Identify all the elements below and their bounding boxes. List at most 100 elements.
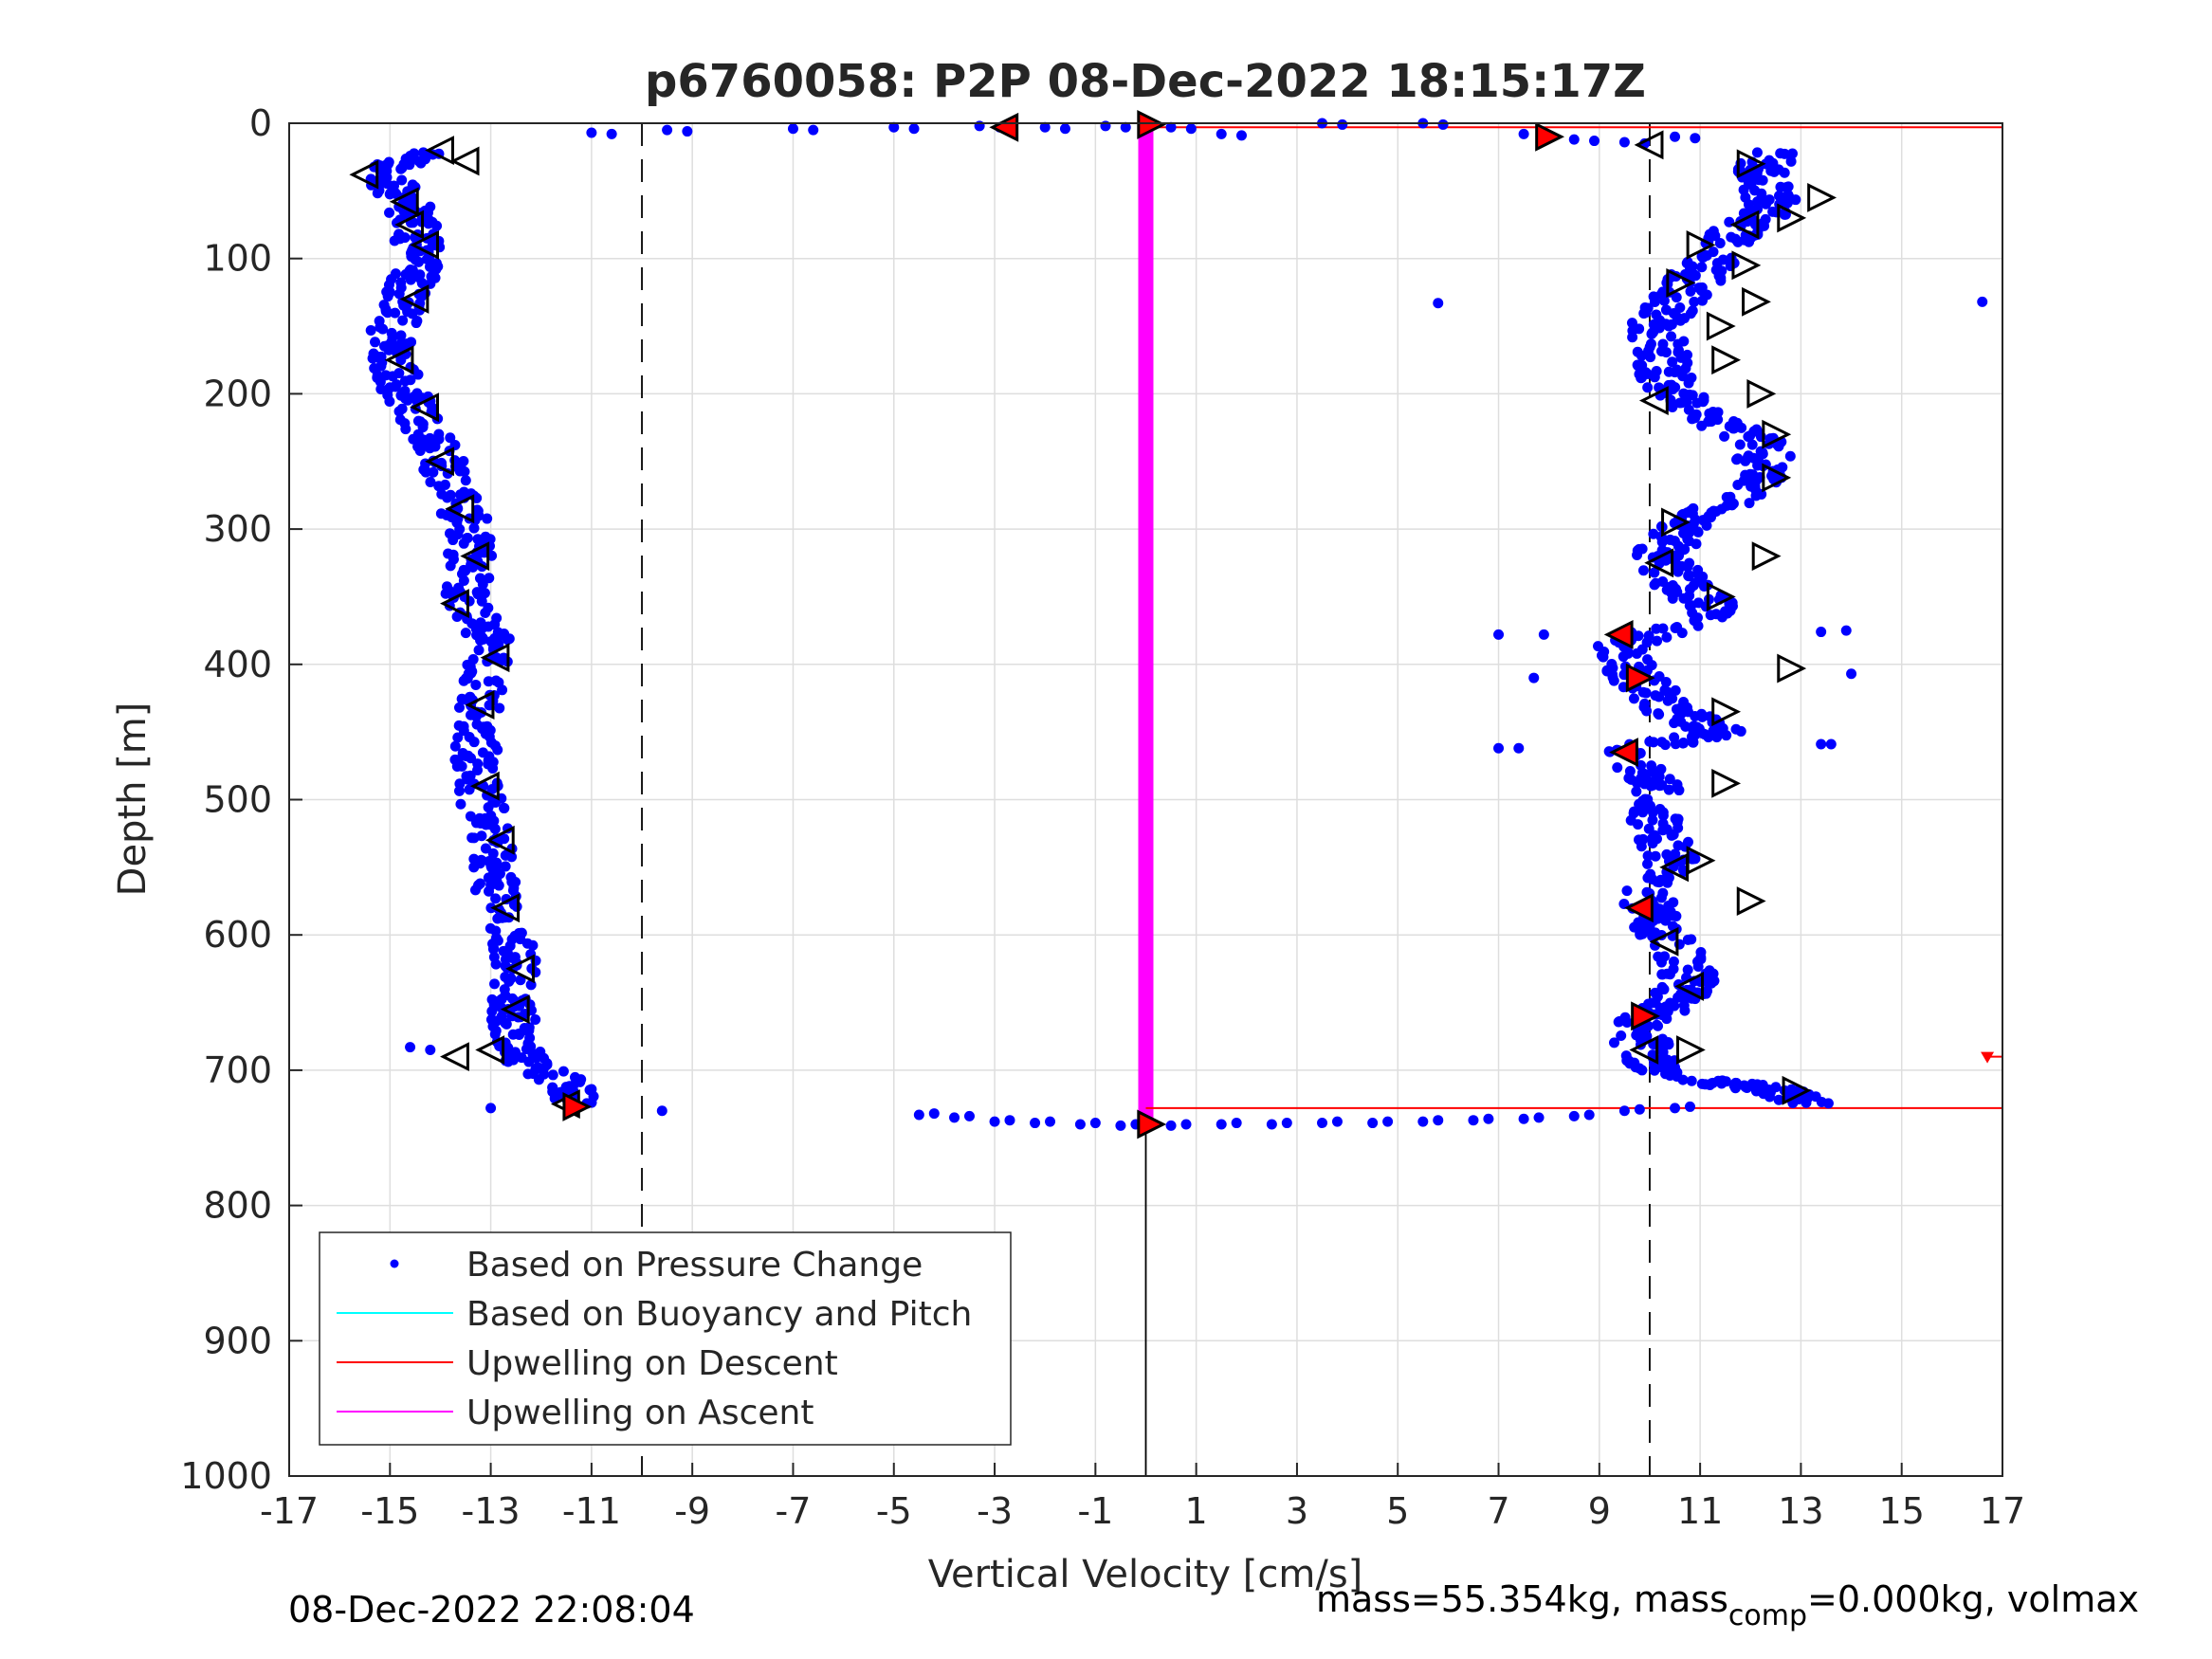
pressure-point (1687, 508, 1698, 520)
pressure-point (1682, 934, 1693, 945)
pressure-point (1816, 738, 1827, 750)
pressure-point (1672, 713, 1683, 724)
pressure-point (1664, 997, 1675, 1009)
descent-marker (1746, 378, 1777, 409)
footer-mass-info: mass=55.354kg, masscomp=0.000kg, volmax (1316, 1578, 2139, 1632)
pressure-point (1670, 623, 1681, 634)
ascent-marker (500, 994, 530, 1025)
legend-label: Upwelling on Ascent (466, 1394, 814, 1432)
x-tick-label: -9 (674, 1490, 710, 1532)
descent-marker (1706, 582, 1736, 611)
y-axis-label: Depth [m] (111, 702, 155, 897)
pressure-point (1619, 1012, 1631, 1023)
pressure-point (484, 573, 495, 584)
pressure-point (808, 124, 819, 136)
pressure-change-points (365, 118, 1988, 1131)
pressure-point (1683, 570, 1694, 581)
pressure-point (1655, 892, 1667, 903)
pressure-point (1646, 760, 1657, 772)
pressure-point (1681, 526, 1692, 538)
ascent-marker (490, 893, 521, 923)
pressure-point (1637, 565, 1649, 576)
pressure-point (1483, 1113, 1494, 1124)
pressure-point (1627, 332, 1638, 343)
red-small-marker (1981, 1051, 1995, 1064)
pressure-point (425, 1044, 436, 1055)
pressure-point (1652, 876, 1663, 887)
pressure-point (501, 1018, 512, 1030)
pressure-point (1662, 1058, 1673, 1069)
pressure-point (1775, 181, 1786, 192)
y-tick-label: 500 (203, 779, 272, 821)
pressure-point (1281, 1118, 1292, 1129)
pressure-point (426, 271, 437, 283)
pressure-point (1661, 631, 1673, 643)
ascent-marker (1638, 386, 1669, 415)
mass-subscript: comp (1728, 1599, 1808, 1632)
pressure-point (908, 123, 920, 135)
descent-marker (1711, 697, 1742, 727)
pressure-point (1608, 1037, 1619, 1048)
pressure-point (1670, 382, 1681, 393)
pressure-point (1773, 191, 1784, 202)
pressure-point (1750, 1085, 1762, 1097)
y-tick-label: 900 (203, 1320, 272, 1361)
pressure-point (1690, 710, 1701, 721)
pressure-point (1180, 1119, 1192, 1130)
pressure-point (1670, 1103, 1681, 1114)
pressure-point (448, 535, 459, 546)
pressure-point (440, 479, 451, 490)
pressure-point (491, 857, 503, 868)
pressure-point (458, 675, 469, 686)
pressure-point (1647, 814, 1658, 826)
ascent-marker (425, 447, 454, 477)
ascent-marker (389, 187, 419, 217)
pressure-point (1672, 782, 1683, 793)
pressure-point (1651, 774, 1662, 785)
ascent-marker (1609, 738, 1638, 767)
pressure-point (401, 338, 412, 350)
pressure-point (489, 978, 501, 990)
pressure-point (1599, 646, 1610, 657)
pressure-point (662, 124, 673, 136)
descent-marker (1762, 463, 1792, 493)
pressure-point (1721, 1076, 1732, 1087)
descent-marker (1807, 183, 1837, 212)
pressure-point (382, 291, 393, 302)
pressure-point (1701, 289, 1712, 301)
pressure-point (1683, 377, 1694, 389)
pressure-point (1216, 1119, 1227, 1130)
pressure-point (1634, 323, 1645, 335)
pressure-point (413, 155, 425, 167)
ascent-marker (469, 771, 500, 801)
pressure-point (1751, 147, 1763, 158)
pressure-point (1649, 297, 1660, 308)
descent-marker (1686, 846, 1716, 876)
pressure-point (1677, 1074, 1689, 1085)
pressure-point (1659, 739, 1671, 751)
pressure-point (1644, 736, 1655, 747)
descent-marker (1736, 149, 1766, 179)
pressure-point (1682, 964, 1693, 975)
pressure-point (1669, 536, 1680, 547)
descent-marker (1777, 653, 1807, 684)
pressure-point (1691, 526, 1703, 538)
pressure-point (1685, 285, 1696, 297)
pressure-point (383, 344, 394, 356)
pressure-point (1636, 350, 1647, 361)
ascent-marker (465, 690, 495, 720)
ascent-marker (460, 541, 490, 572)
pressure-point (1642, 858, 1654, 869)
pressure-point (1642, 654, 1654, 665)
pressure-point (500, 990, 511, 1001)
pressure-point (400, 424, 411, 435)
pressure-point (1659, 951, 1671, 962)
pressure-point (1678, 592, 1690, 604)
pressure-point (425, 476, 436, 487)
pressure-point (405, 274, 416, 285)
pressure-point (449, 740, 461, 752)
y-tick-label: 0 (249, 102, 272, 144)
pressure-point (399, 375, 411, 387)
pressure-point (1059, 123, 1070, 135)
pressure-point (1666, 331, 1677, 342)
